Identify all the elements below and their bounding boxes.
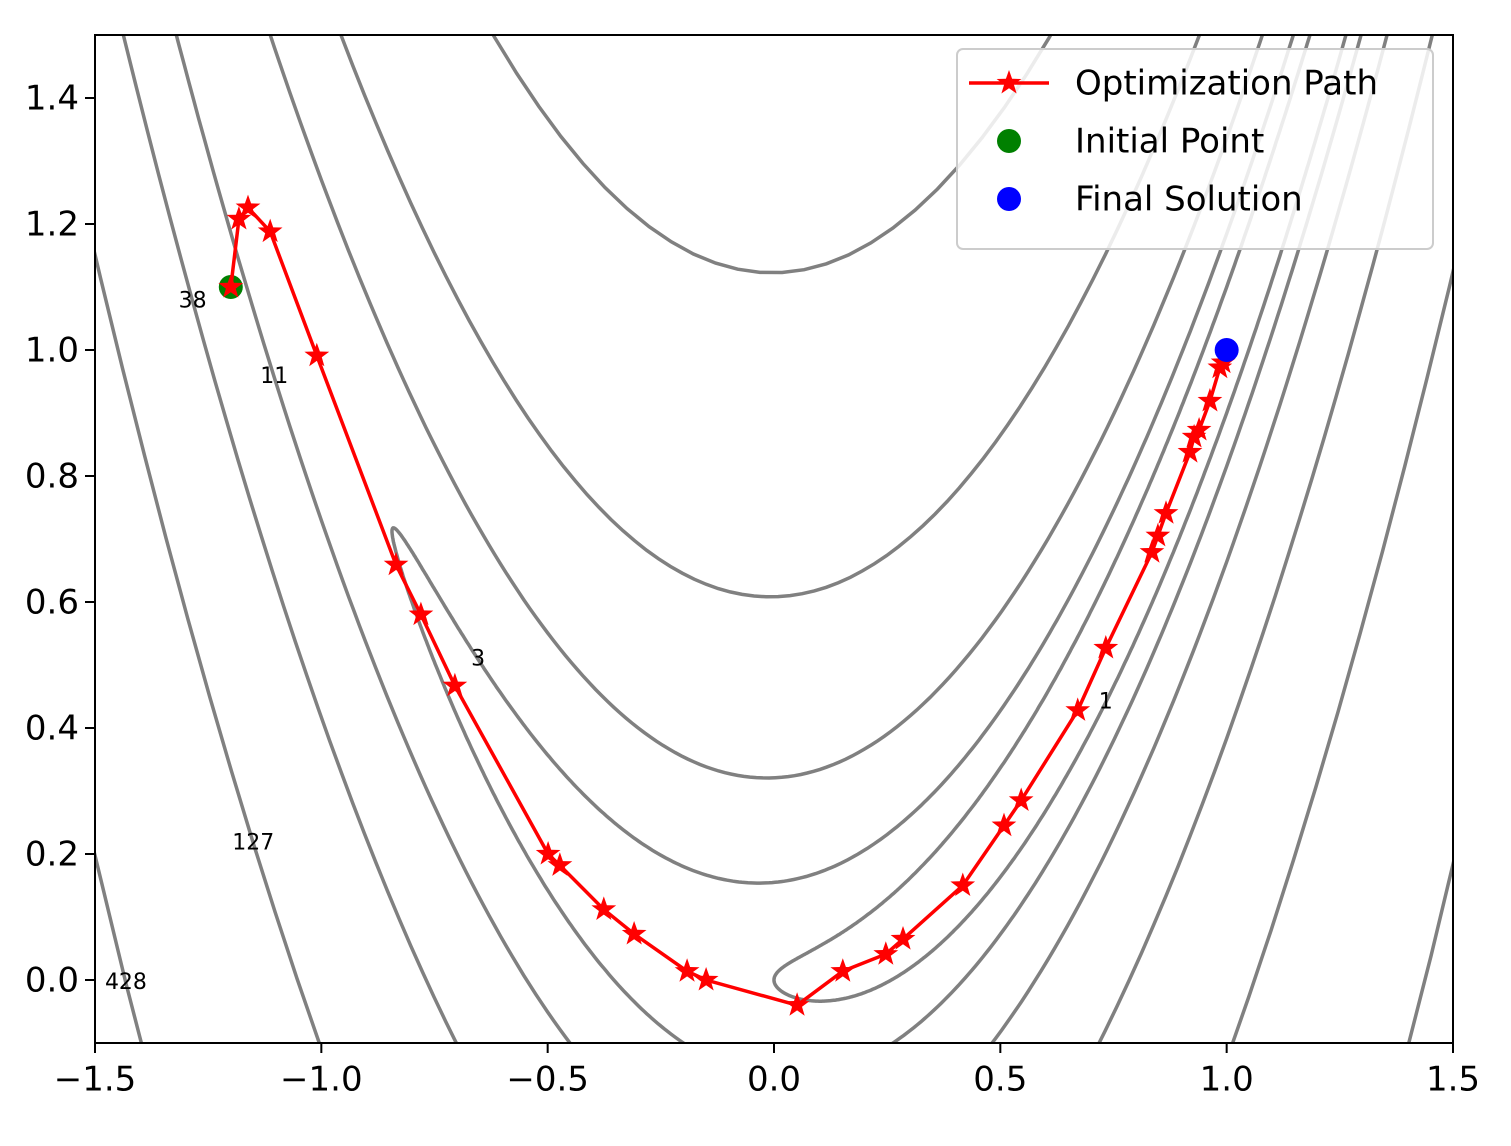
path-marker [784, 992, 810, 1016]
path-marker [693, 967, 719, 991]
legend-label: Final Solution [1075, 180, 1303, 220]
contour-label: 428 [105, 970, 147, 995]
path-marker [547, 852, 573, 876]
x-tick-label: 0.5 [973, 1060, 1027, 1100]
path-marker [830, 958, 856, 982]
path-marker [1145, 522, 1171, 547]
x-tick-label: −1.0 [280, 1060, 363, 1100]
x-tick-label: 0.0 [747, 1060, 801, 1100]
path-marker [1197, 388, 1223, 412]
path-marker [890, 926, 916, 950]
legend-marker [997, 187, 1021, 211]
legend-marker [997, 129, 1021, 153]
path-marker [442, 672, 468, 697]
x-tick-label: −1.5 [54, 1060, 137, 1100]
path-marker [873, 941, 899, 965]
path-marker [218, 274, 244, 298]
contour-line [390, 35, 1363, 1043]
path-marker [1153, 500, 1179, 524]
path-marker [257, 218, 283, 243]
axes: −1.5 −1.0 −0.5 0.0 0.5 1.0 1.5 0.0 0.2 0.4 0.6 0.8 1… [25, 79, 1480, 1100]
path-marker [235, 194, 261, 219]
contour-label: 11 [260, 364, 288, 389]
legend-label: Optimization Path [1075, 64, 1378, 104]
contour-label: 127 [232, 830, 274, 855]
path-marker [383, 551, 409, 576]
path-marker [1008, 787, 1034, 811]
path-marker [1065, 697, 1091, 721]
x-tick-label: 1.5 [1426, 1060, 1480, 1100]
legend-label: Initial Point [1075, 122, 1264, 162]
y-tick-label: 0.4 [25, 709, 79, 749]
path-marker [304, 342, 330, 367]
path-marker [1093, 635, 1119, 659]
path-marker [408, 601, 434, 626]
path-marker [950, 872, 976, 896]
y-tick-label: 1.0 [25, 331, 79, 371]
legend: Optimization Path Initial Point Final Solu… [956, 48, 1434, 250]
path-marker [1139, 539, 1165, 563]
path-marker [226, 206, 252, 230]
y-tick-label: 1.2 [25, 205, 79, 245]
path-marker [991, 812, 1017, 837]
x-tick-label: 1.0 [1200, 1060, 1254, 1100]
contour-line [772, 35, 1348, 1003]
path-line [229, 204, 1225, 1008]
legend-box [956, 48, 1434, 250]
y-tick-label: 1.4 [25, 79, 79, 119]
path-marker [1177, 439, 1203, 463]
path-marker [1186, 417, 1212, 441]
legend-marker [996, 70, 1022, 94]
path-marker [674, 958, 700, 982]
contour-label: 3 [471, 646, 485, 671]
y-tick-label: 0.2 [25, 835, 79, 875]
contour-label: 1 [1099, 689, 1113, 714]
contour-label: 38 [179, 289, 207, 314]
y-tick-label: 0.8 [25, 457, 79, 497]
x-tick-label: −0.5 [506, 1060, 589, 1100]
y-tick-label: 0.6 [25, 583, 79, 623]
path-marker [535, 841, 561, 865]
path-marker [621, 921, 647, 945]
point-marker [1214, 338, 1239, 362]
y-tick-label: 0.0 [25, 961, 79, 1001]
path-marker [591, 896, 617, 920]
